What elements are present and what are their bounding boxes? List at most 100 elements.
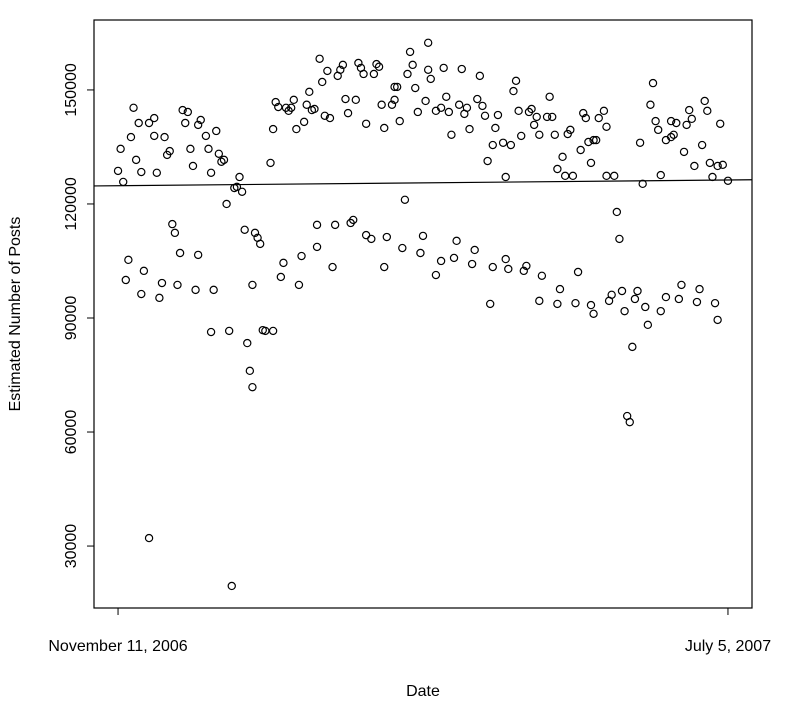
- data-point: [491, 123, 500, 133]
- data-point: [318, 77, 327, 87]
- data-point: [377, 100, 386, 109]
- y-tick-label: 30000: [63, 524, 80, 569]
- data-point: [408, 60, 417, 70]
- data-point: [361, 119, 371, 128]
- data-point: [255, 239, 265, 249]
- data-point: [522, 261, 531, 271]
- data-point: [705, 158, 715, 168]
- y-tick-label: 90000: [63, 296, 80, 341]
- data-point: [219, 155, 229, 165]
- data-point: [359, 69, 368, 79]
- data-point: [351, 95, 361, 105]
- data-point: [372, 59, 381, 69]
- data-point: [579, 108, 588, 118]
- y-tick-label: 120000: [63, 177, 80, 230]
- data-point: [129, 103, 138, 113]
- data-point: [243, 338, 252, 348]
- data-point: [612, 207, 622, 217]
- data-point: [542, 112, 552, 122]
- data-point: [411, 83, 420, 93]
- data-point: [514, 106, 523, 116]
- data-point: [635, 138, 645, 147]
- data-point: [137, 167, 146, 177]
- data-point: [589, 309, 598, 319]
- data-point: [708, 172, 717, 182]
- data-point: [150, 113, 159, 123]
- data-point: [235, 172, 244, 182]
- data-point: [535, 296, 544, 306]
- data-point: [501, 254, 510, 264]
- data-point: [584, 137, 593, 147]
- data-point: [266, 158, 275, 168]
- data-point: [535, 130, 544, 139]
- data-point: [338, 60, 348, 70]
- data-point: [454, 100, 464, 109]
- data-point: [615, 234, 624, 244]
- y-tick-label: 150000: [63, 63, 80, 116]
- data-point: [431, 270, 441, 280]
- data-point: [607, 290, 616, 300]
- data-point: [467, 259, 477, 269]
- data-point: [586, 158, 596, 168]
- data-point: [571, 298, 580, 308]
- data-point: [488, 262, 497, 272]
- data-point: [692, 297, 702, 307]
- data-point: [442, 92, 451, 101]
- data-point: [193, 120, 203, 130]
- data-point: [274, 102, 283, 112]
- data-point: [436, 103, 446, 113]
- data-point: [157, 278, 167, 288]
- data-point: [395, 116, 404, 126]
- data-point: [367, 234, 376, 244]
- data-point: [152, 168, 162, 177]
- data-point: [416, 248, 425, 258]
- data-point: [483, 156, 492, 166]
- data-point: [403, 69, 412, 79]
- data-point: [131, 155, 141, 165]
- data-point: [237, 187, 247, 197]
- data-point: [119, 177, 128, 187]
- data-point: [240, 225, 249, 235]
- plot-frame: [93, 19, 753, 609]
- data-point: [292, 124, 301, 134]
- data-point: [144, 533, 154, 543]
- data-point: [478, 101, 487, 111]
- data-point: [703, 106, 712, 116]
- data-point: [168, 219, 177, 229]
- data-point: [576, 145, 585, 155]
- data-point: [643, 320, 653, 330]
- data-point: [398, 243, 407, 253]
- data-point: [529, 120, 539, 130]
- data-point: [436, 256, 446, 266]
- data-point: [653, 125, 663, 135]
- data-points: [93, 38, 753, 591]
- data-point: [553, 299, 562, 309]
- data-point: [462, 103, 472, 113]
- data-point: [444, 107, 454, 117]
- data-point: [315, 54, 324, 63]
- data-point: [276, 272, 286, 282]
- data-point: [651, 116, 660, 126]
- data-point: [511, 76, 521, 86]
- data-point: [506, 140, 516, 150]
- data-point: [423, 65, 433, 74]
- data-point: [121, 275, 130, 285]
- x-tick-label: July 5, 2007: [685, 638, 771, 655]
- data-point: [178, 105, 187, 115]
- x-axis-title: Date: [406, 683, 440, 700]
- data-point: [695, 284, 704, 294]
- fit-line: [93, 179, 753, 187]
- data-point: [517, 131, 526, 141]
- data-point: [447, 130, 456, 139]
- data-point: [449, 253, 459, 263]
- data-point: [248, 280, 257, 290]
- data-point: [361, 230, 371, 240]
- data-point: [713, 161, 722, 171]
- data-point: [488, 140, 497, 150]
- data-point: [480, 111, 490, 120]
- data-point: [325, 113, 335, 123]
- data-point: [299, 117, 309, 127]
- data-point: [374, 62, 384, 71]
- data-point: [710, 298, 720, 308]
- data-point: [687, 114, 696, 124]
